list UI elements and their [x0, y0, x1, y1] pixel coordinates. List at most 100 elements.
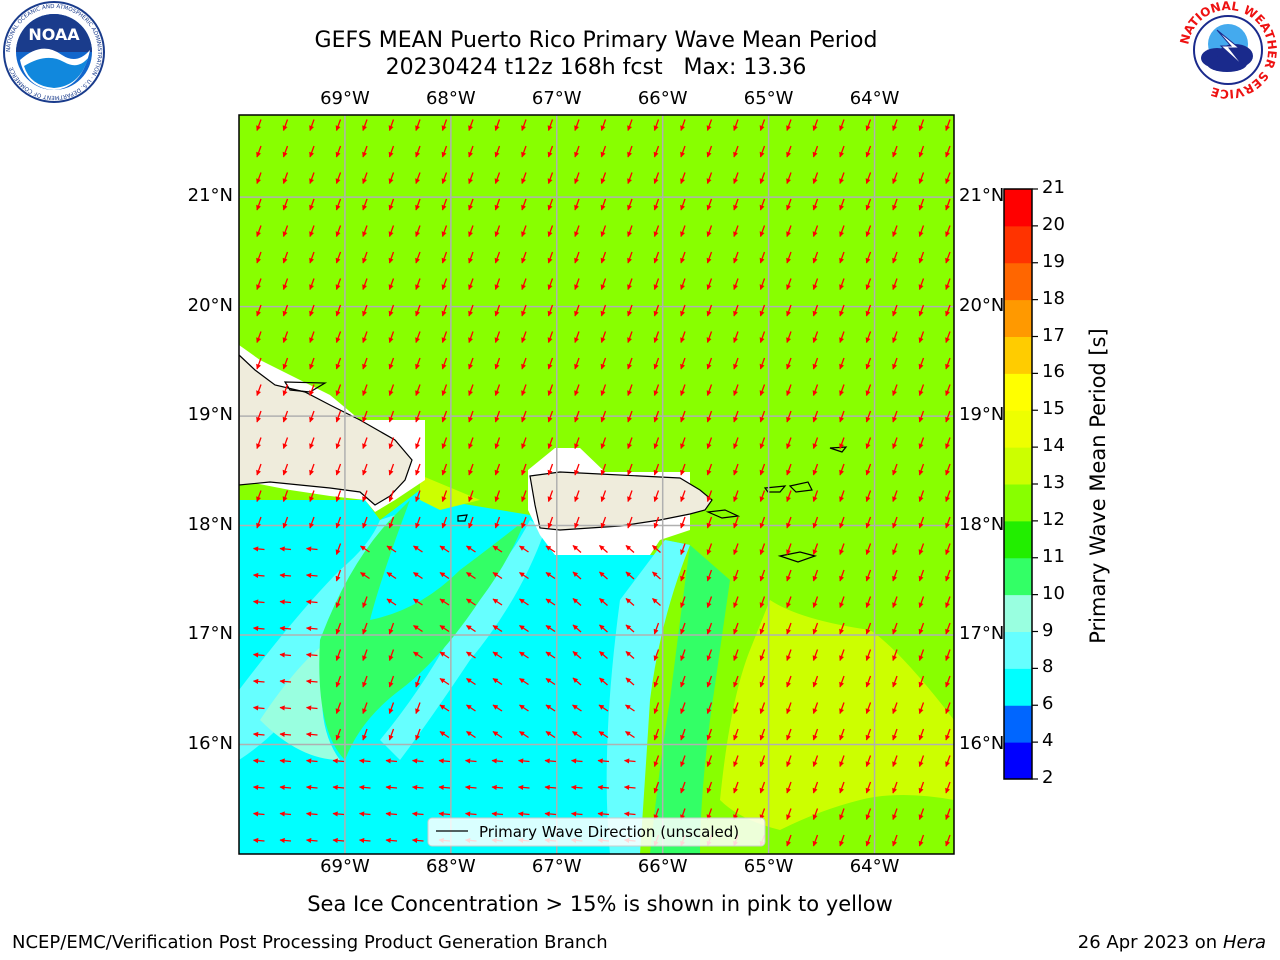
wave-arrow-620 — [945, 702, 951, 714]
wave-arrow-90 — [494, 198, 501, 211]
wave-arrow-735 — [411, 837, 424, 844]
wave-arrow-730 — [279, 837, 292, 844]
wave-arrow-347 — [865, 437, 872, 449]
wave-arrow-459 — [252, 572, 265, 579]
wave-arrow-294 — [892, 384, 898, 396]
wave-arrow-179 — [706, 278, 713, 290]
wave-arrow-615 — [812, 702, 819, 714]
wave-arrow-14 — [627, 119, 633, 131]
chart-subtitle: 20230424 t12z 168h fcst Max: 13.36 — [385, 55, 807, 80]
wave-arrow-6 — [415, 119, 421, 131]
colorbar-tick-13: 18 — [1042, 287, 1065, 309]
wave-arrow-235 — [759, 331, 766, 343]
y-tick-right-2: 19°N — [959, 404, 1005, 426]
wave-arrow-384 — [415, 490, 421, 502]
wave-arrow-239 — [865, 331, 872, 343]
wave-arrow-163 — [282, 278, 289, 290]
wave-arrow-584 — [706, 675, 713, 688]
wave-arrow-43 — [680, 145, 686, 158]
wave-arrow-146 — [547, 251, 554, 264]
wave-arrow-678 — [332, 784, 345, 791]
wave-arrow-345 — [812, 437, 819, 449]
wave-arrow-431 — [945, 516, 951, 529]
wave-arrow-62 — [468, 172, 474, 184]
wave-arrow-642 — [812, 728, 819, 741]
y-tick-right-4: 17°N — [959, 623, 1005, 645]
wave-arrow-389 — [547, 490, 554, 502]
wave-arrow-359 — [468, 463, 474, 476]
wave-arrow-494 — [466, 598, 476, 606]
wave-arrow-262 — [759, 357, 766, 370]
wave-arrow-733 — [358, 837, 371, 844]
wave-arrow-710 — [464, 811, 477, 817]
wave-arrow-751 — [839, 834, 845, 847]
wave-arrow-101 — [786, 198, 792, 211]
wave-arrow-109 — [282, 225, 289, 237]
colorbar-tick-5: 10 — [1042, 582, 1065, 604]
wave-arrow-472 — [599, 571, 608, 580]
wave-arrow-386 — [468, 490, 474, 502]
wave-arrow-589 — [839, 675, 845, 688]
wave-arrow-570 — [335, 675, 342, 688]
wave-arrow-118 — [521, 225, 527, 237]
wave-arrow-444 — [572, 545, 582, 553]
wave-arrow-148 — [600, 251, 607, 264]
wave-arrow-107 — [945, 198, 951, 211]
wave-arrow-420 — [653, 516, 660, 529]
wave-arrow-329 — [388, 437, 395, 449]
wave-arrow-614 — [786, 702, 792, 714]
wave-arrow-274 — [362, 384, 368, 396]
wave-arrow-77 — [865, 172, 872, 184]
wave-arrow-630 — [492, 730, 503, 739]
colorbar-tick-9: 14 — [1042, 435, 1065, 457]
wave-arrow-35 — [468, 145, 474, 158]
colorbar-cell-11 — [1004, 336, 1032, 374]
wave-arrow-685 — [517, 784, 530, 791]
wave-arrow-260 — [706, 357, 713, 370]
wave-arrow-376 — [918, 463, 925, 476]
wave-arrow-99 — [733, 198, 739, 211]
wave-arrow-23 — [865, 119, 872, 131]
wave-arrow-372 — [812, 463, 819, 476]
wave-arrow-599 — [388, 702, 395, 714]
wave-arrow-183 — [812, 278, 819, 290]
wave-arrow-507 — [812, 596, 819, 608]
wave-arrow-456 — [892, 543, 898, 555]
colorbar-tick-6: 11 — [1042, 545, 1065, 567]
wave-arrow-480 — [812, 569, 819, 582]
wave-arrow-668 — [786, 755, 792, 767]
wave-arrow-365 — [627, 463, 633, 476]
wave-arrow-470 — [545, 571, 556, 580]
wave-arrow-72 — [733, 172, 739, 184]
wave-arrow-513 — [252, 625, 265, 632]
wave-arrow-415 — [521, 516, 527, 529]
wave-arrow-280 — [521, 384, 527, 396]
wave-arrow-209 — [786, 304, 792, 317]
wave-arrow-410 — [388, 516, 395, 529]
wave-arrow-348 — [892, 437, 898, 449]
footer-date: 26 Apr 2023 on — [1077, 932, 1223, 953]
colorbar-cell-15 — [1004, 189, 1032, 227]
wave-arrow-501 — [652, 598, 661, 606]
y-tick-left-2: 19°N — [187, 404, 233, 426]
land-mona — [457, 514, 468, 522]
wave-arrow-137 — [309, 251, 315, 264]
wave-arrow-652 — [358, 758, 371, 764]
wave-arrow-124 — [680, 225, 686, 237]
wave-arrow-484 — [918, 569, 925, 582]
wave-arrow-346 — [839, 437, 845, 449]
wave-arrow-520 — [439, 624, 450, 633]
wave-arrow-475 — [680, 569, 686, 582]
wave-arrow-473 — [625, 571, 635, 580]
wave-arrow-723 — [812, 808, 819, 820]
x-tick-top-4: 65°W — [743, 88, 794, 109]
wave-arrow-467 — [466, 571, 476, 580]
wave-arrow-510 — [892, 596, 898, 608]
wave-arrow-198 — [494, 304, 501, 317]
wave-arrow-144 — [494, 251, 501, 264]
wave-arrow-54 — [256, 172, 262, 184]
wave-arrow-490 — [362, 596, 368, 608]
wave-arrow-343 — [759, 437, 766, 449]
wave-arrow-98 — [706, 198, 713, 211]
wave-arrow-324 — [256, 437, 262, 449]
